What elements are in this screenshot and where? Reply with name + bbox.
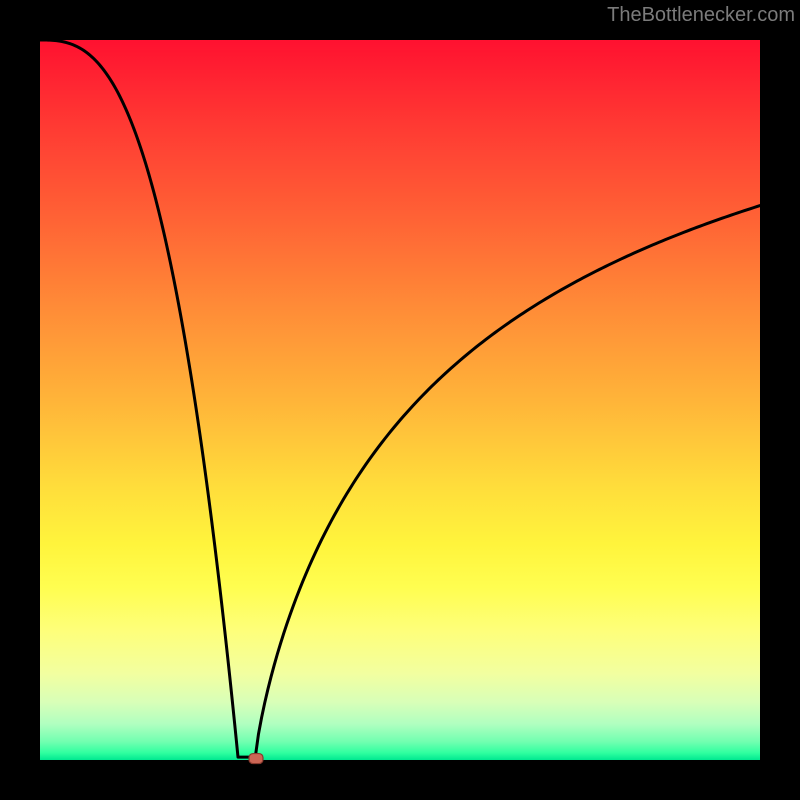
bottleneck-chart: TheBottlenecker.com	[0, 0, 800, 800]
chart-container: TheBottlenecker.com	[0, 0, 800, 800]
minimum-marker	[249, 754, 263, 764]
plot-area	[40, 40, 760, 760]
watermark-text: TheBottlenecker.com	[607, 4, 795, 26]
